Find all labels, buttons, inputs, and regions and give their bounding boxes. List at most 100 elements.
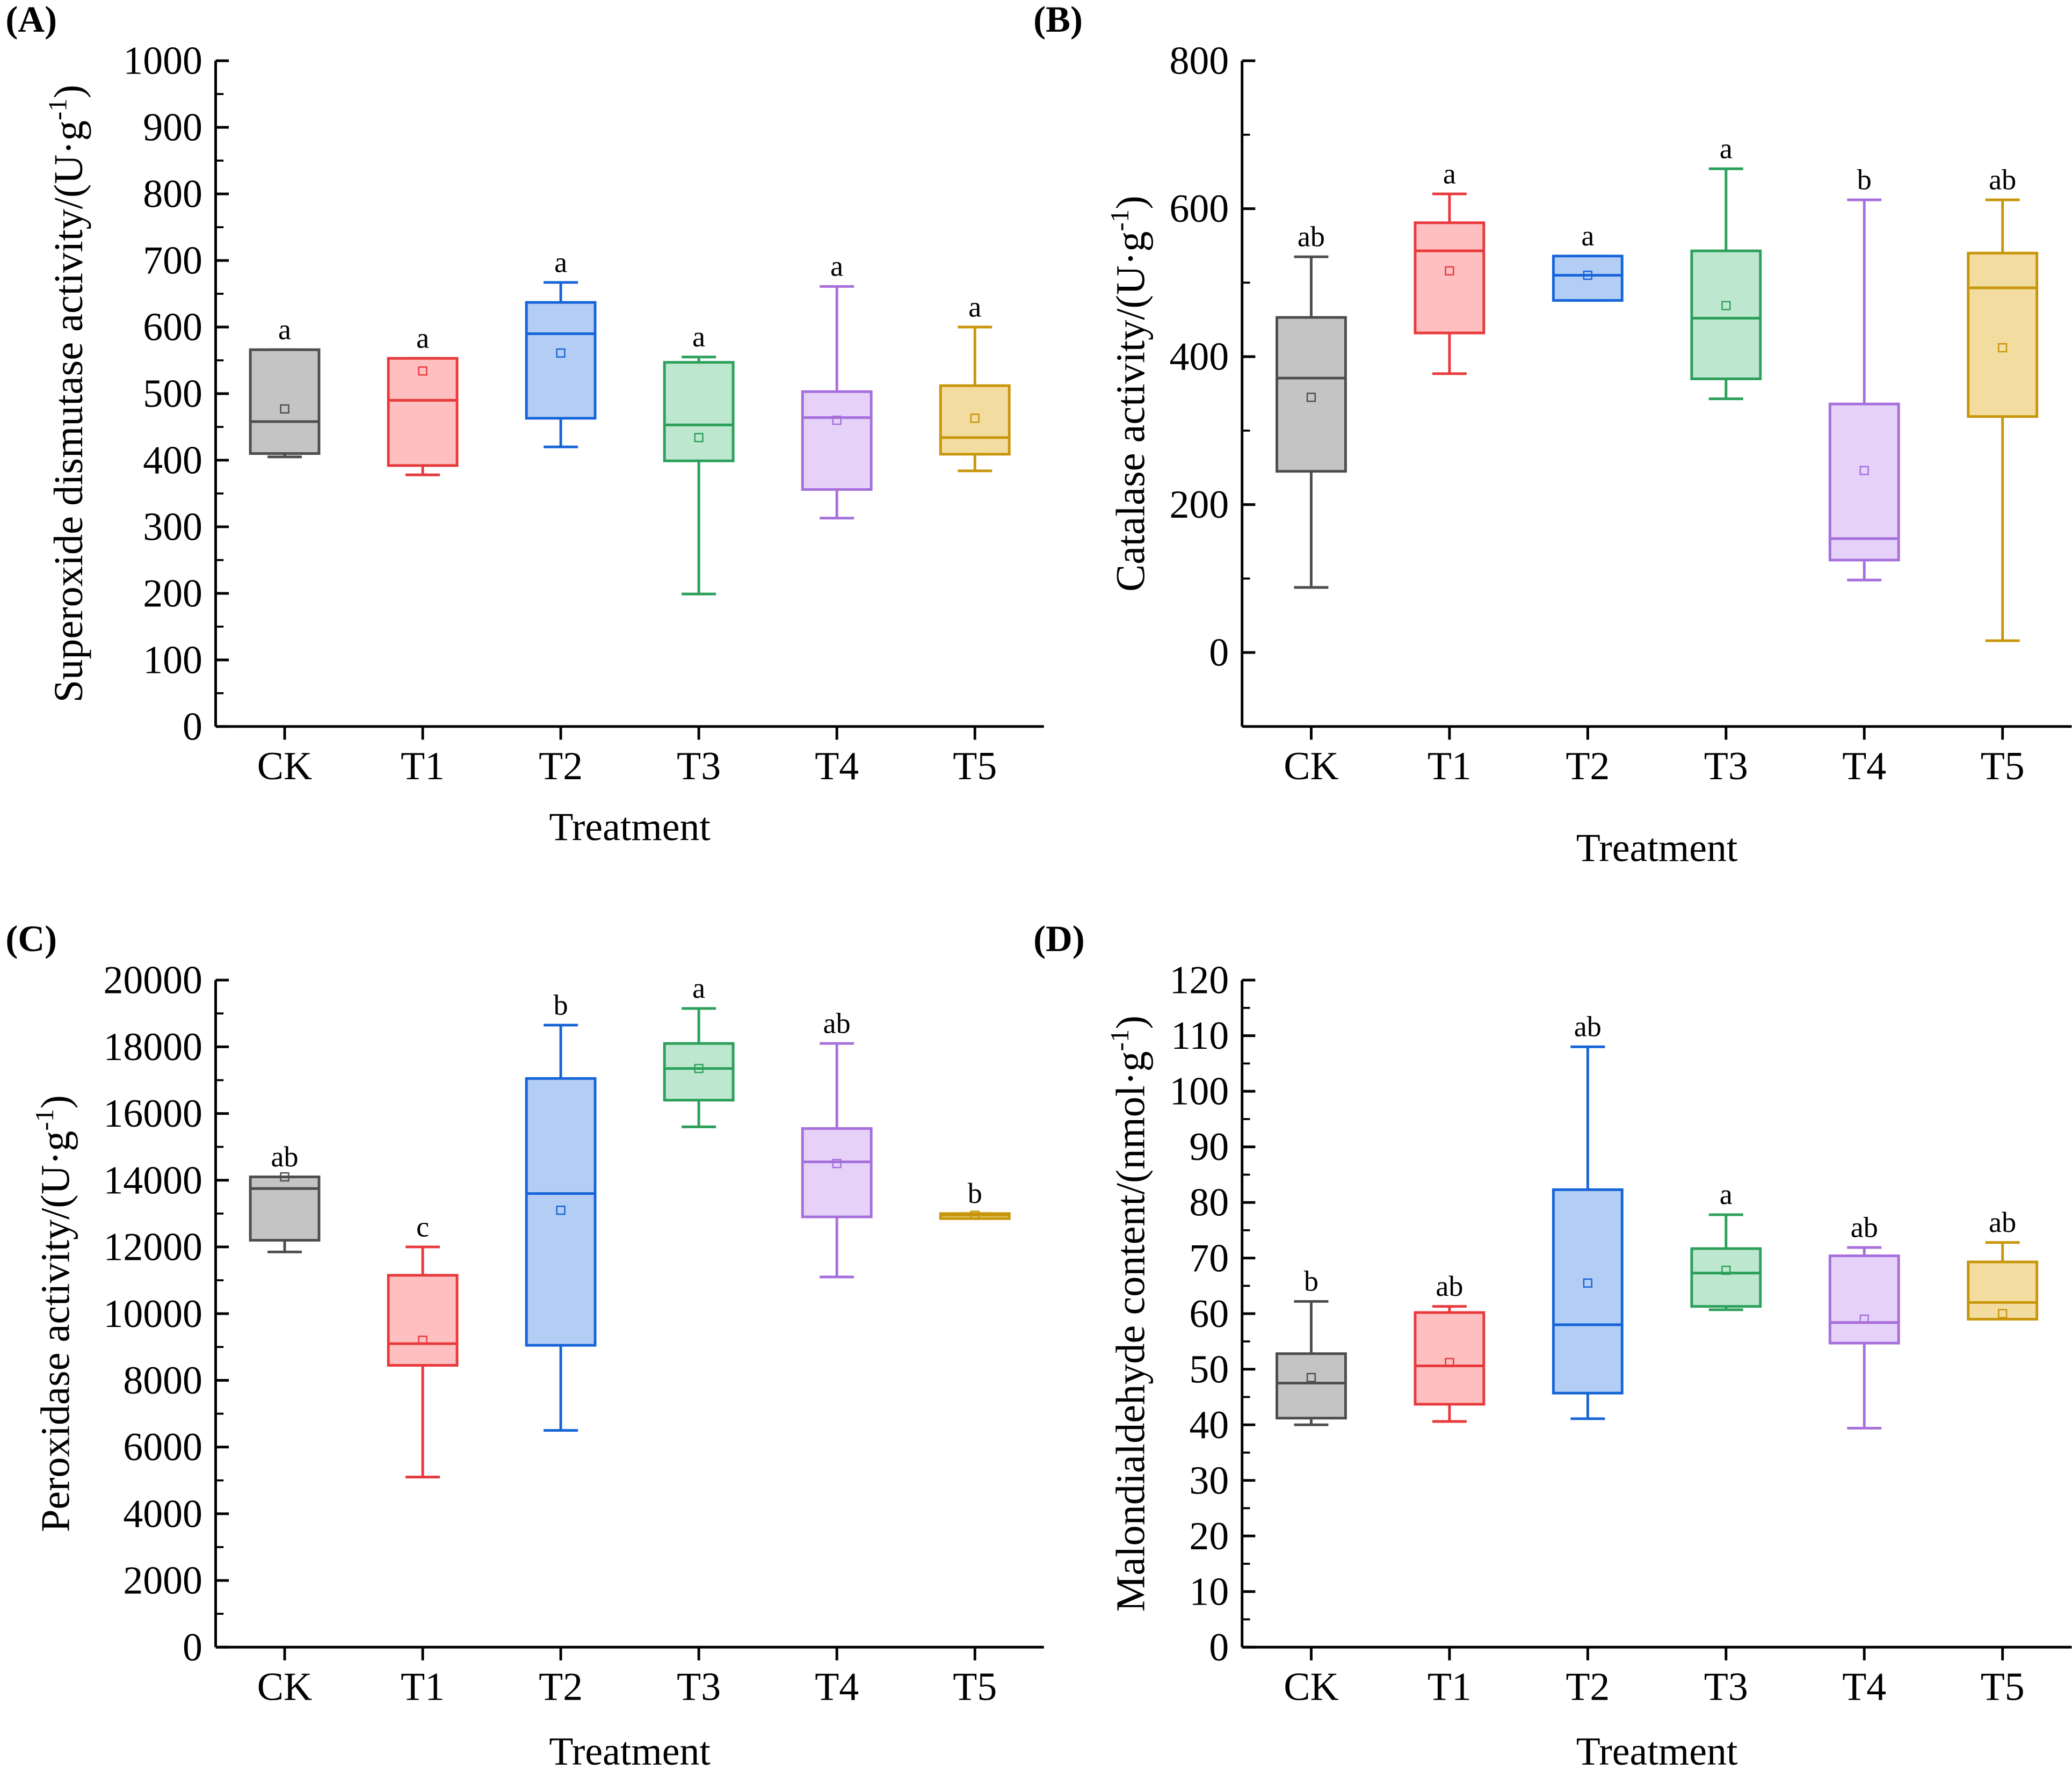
iqr-box <box>1276 1352 1347 1420</box>
y-label-main: Malondialdehyde content/(nmol·g <box>1109 1051 1154 1612</box>
mean-marker <box>1583 270 1592 280</box>
x-tick-label: T3 <box>677 744 721 788</box>
y-axis-label: Peroxidase activity/(U·g-1) <box>30 1095 78 1532</box>
box-ck: CK b <box>1276 1265 1347 1709</box>
box-t3: T3 a <box>1690 1178 1762 1709</box>
y-label-superscript: -1 <box>1105 1029 1134 1051</box>
box-ck: CK ab <box>249 1141 321 1709</box>
mean-marker <box>556 1206 566 1215</box>
panel-d: (D) 0 10 20 30 40 50 60 70 80 90 100 110 120 Malondial… <box>1033 918 2072 1770</box>
iqr-box <box>1967 1260 2039 1321</box>
x-axis-label: Treatment <box>1576 1729 1738 1770</box>
y-tick-label: 0 <box>183 1625 202 1669</box>
mean-marker <box>1445 1358 1454 1367</box>
y-tick-label: 20 <box>1189 1514 1229 1558</box>
y-axis-label: Catalase activity/(U·g-1) <box>1105 195 1154 592</box>
x-tick-label: T1 <box>401 1665 445 1709</box>
significance-letter: c <box>416 1210 429 1243</box>
iqr-box <box>663 361 735 462</box>
y-tick-label: 80 <box>1189 1180 1229 1224</box>
significance-letter: a <box>692 972 705 1004</box>
iqr-box <box>249 1176 321 1242</box>
y-tick-label: 10000 <box>103 1292 202 1336</box>
x-tick-label: T5 <box>953 1665 997 1709</box>
y-tick-label: 16000 <box>103 1091 202 1135</box>
y-tick-label: 30 <box>1189 1458 1229 1502</box>
y-label-close: ) <box>1109 1015 1154 1029</box>
y-label-main: Superoxide dismutase activity/(U·g <box>46 120 91 702</box>
box-t5: T5 ab <box>1967 163 2039 788</box>
y-tick-label: 100 <box>143 637 202 681</box>
box-t3: T3 a <box>663 321 735 788</box>
y-tick-label: 8000 <box>123 1358 202 1402</box>
y-tick-label: 400 <box>1169 335 1229 379</box>
mean-marker <box>1859 1314 1869 1324</box>
mean-marker <box>1721 301 1731 310</box>
significance-letter: ab <box>1574 1011 1602 1043</box>
x-tick-label: CK <box>257 1665 313 1709</box>
significance-letter: a <box>968 291 981 323</box>
x-tick-label: T4 <box>815 1665 859 1709</box>
mean-marker <box>1445 266 1454 275</box>
mean-marker <box>1859 466 1869 475</box>
x-tick-label: T5 <box>953 744 997 788</box>
significance-letter: a <box>1720 133 1733 165</box>
significance-letter: ab <box>1989 163 2016 195</box>
y-tick-label: 12000 <box>103 1225 202 1269</box>
x-axis-label: Treatment <box>549 1729 711 1770</box>
iqr-box <box>525 301 597 420</box>
mean-marker <box>694 1064 704 1073</box>
y-tick-label: 70 <box>1189 1236 1229 1280</box>
x-tick-label: T3 <box>1704 1665 1748 1709</box>
y-tick-label: 6000 <box>123 1425 202 1469</box>
significance-letter: a <box>1443 157 1456 190</box>
significance-letter: ab <box>1298 220 1325 252</box>
y-label-close: ) <box>33 1095 78 1108</box>
mean-marker <box>280 1172 289 1182</box>
y-tick-label: 0 <box>1209 1625 1229 1669</box>
y-tick-label: 700 <box>143 238 202 282</box>
x-tick-label: T5 <box>1981 1665 2025 1709</box>
y-tick-label: 900 <box>143 105 202 149</box>
iqr-box <box>525 1077 597 1347</box>
iqr-box <box>1967 251 2039 418</box>
y-tick-label: 20000 <box>103 958 202 1002</box>
mean-marker <box>694 433 704 442</box>
iqr-box <box>1690 1247 1762 1308</box>
mean-marker <box>832 1159 842 1169</box>
box-t1: T1 ab <box>1414 1270 1486 1709</box>
panel-label: (B) <box>1033 0 1083 40</box>
iqr-box <box>1552 1188 1624 1395</box>
y-tick-label: 14000 <box>103 1158 202 1202</box>
mean-marker <box>1306 1373 1316 1382</box>
panel-a: (A) 0 100 200 300 400 500 600 700 800 900 1000 Super… <box>5 0 1044 848</box>
iqr-box <box>387 357 459 467</box>
box-ck: CK ab <box>1276 220 1347 788</box>
y-tick-label: 4000 <box>123 1491 202 1535</box>
x-tick-label: T2 <box>1566 744 1610 788</box>
x-tick-label: T4 <box>815 744 859 788</box>
mean-marker <box>280 404 289 414</box>
box-t5: T5 a <box>939 291 1011 788</box>
significance-letter: a <box>1720 1178 1733 1210</box>
significance-letter: b <box>968 1177 982 1209</box>
x-axis-label: Treatment <box>549 804 711 848</box>
box-t5: T5 ab <box>1967 1206 2039 1709</box>
x-tick-label: T1 <box>401 744 445 788</box>
panel-label: (C) <box>5 918 57 959</box>
significance-letter: a <box>278 313 291 345</box>
significance-letter: b <box>1304 1265 1318 1297</box>
y-tick-label: 90 <box>1189 1125 1229 1169</box>
x-tick-label: T2 <box>539 1665 583 1709</box>
x-axis-label: Treatment <box>1576 826 1738 870</box>
significance-letter: a <box>692 321 705 353</box>
x-tick-label: CK <box>1284 1665 1339 1709</box>
y-label-superscript: -1 <box>43 98 73 120</box>
y-tick-label: 2000 <box>123 1558 202 1602</box>
significance-letter: b <box>554 989 568 1021</box>
box-t5: T5 b <box>939 1177 1011 1709</box>
mean-marker <box>556 348 566 358</box>
iqr-box <box>249 348 321 455</box>
y-tick-label: 50 <box>1189 1347 1229 1391</box>
box-ck: CK a <box>249 313 321 788</box>
